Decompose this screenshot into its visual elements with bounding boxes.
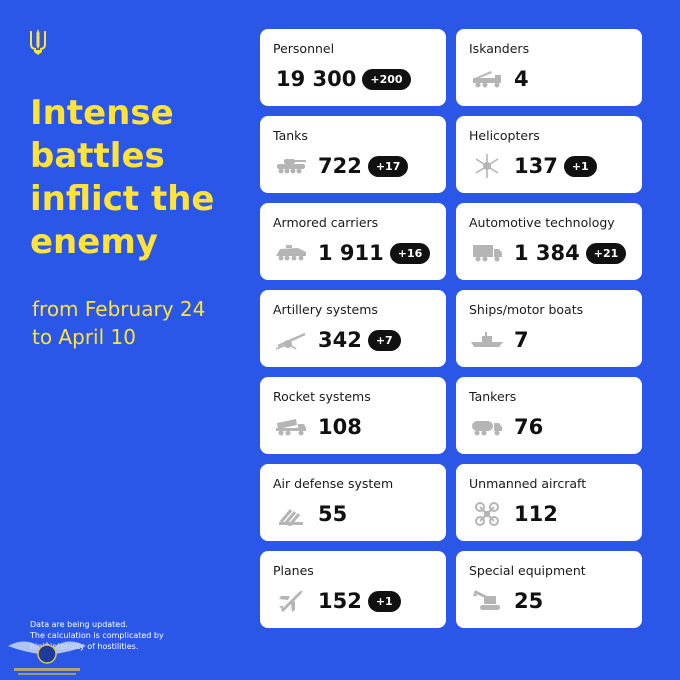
footnote-line: Data are being updated. [30, 620, 128, 629]
card-tankers: Tankers 76 [456, 377, 642, 454]
card-label: Artillery systems [273, 302, 378, 317]
card-row: 112 [470, 500, 558, 528]
plane-icon [274, 590, 308, 612]
delta-badge: +21 [585, 242, 627, 264]
card-label: Air defense system [273, 476, 394, 491]
card-value: 108 [318, 415, 362, 439]
card-row: 722 +17 [274, 152, 409, 180]
drone-icon [470, 502, 504, 526]
card-tanks: Tanks 722 +17 [260, 116, 446, 193]
card-row: 25 [470, 587, 543, 615]
card-row: 55 [274, 500, 347, 528]
air-defense-icon [274, 503, 308, 526]
card-value: 19 300 [276, 67, 357, 91]
card-value: 1 384 [514, 241, 580, 265]
card-value: 137 [514, 154, 558, 178]
trident-emblem-icon [30, 29, 46, 55]
rocket-launcher-icon [274, 416, 308, 438]
card-row: 7 [470, 326, 529, 354]
headline-line: Intense [30, 93, 174, 133]
card-air-defense-system: Air defense system 55 [260, 464, 446, 541]
card-armored-carriers: Armored carriers 1 911 +16 [260, 203, 446, 280]
card-label: Automotive technology [469, 215, 615, 230]
card-special-equipment: Special equipment 25 [456, 551, 642, 628]
card-value: 76 [514, 415, 544, 439]
card-helicopters: Helicopters 137 +1 [456, 116, 642, 193]
ship-icon [470, 329, 504, 351]
card-label: Tankers [469, 389, 517, 404]
watermark-logo [8, 641, 86, 675]
excavator-icon [470, 590, 504, 612]
card-iskanders: Iskanders 4 [456, 29, 642, 106]
card-personnel: Personnel 19 300 +200 [260, 29, 446, 106]
date-range-line: to April 10 [32, 325, 136, 349]
card-planes: Planes 152 +1 [260, 551, 446, 628]
card-value: 342 [318, 328, 362, 352]
card-rocket-systems: Rocket systems 108 [260, 377, 446, 454]
delta-badge: +17 [367, 155, 409, 177]
card-value: 4 [514, 67, 529, 91]
card-value: 152 [318, 589, 362, 613]
fuel-tanker-icon [470, 416, 504, 438]
armored-carrier-icon [274, 242, 308, 264]
delta-badge: +1 [367, 590, 401, 612]
card-ships-motor-boats: Ships/motor boats 7 [456, 290, 642, 367]
artillery-icon [274, 329, 308, 351]
card-row: 1 384 +21 [470, 239, 627, 267]
card-label: Iskanders [469, 41, 530, 56]
card-value: 25 [514, 589, 544, 613]
headline-line: enemy [30, 222, 158, 262]
card-row: 19 300 +200 [276, 65, 411, 93]
card-label: Armored carriers [273, 215, 379, 230]
card-label: Planes [273, 563, 314, 578]
card-label: Helicopters [469, 128, 540, 143]
date-range-line: from February 24 [32, 297, 206, 321]
truck-icon [470, 242, 504, 264]
card-row: 108 [274, 413, 362, 441]
card-label: Ships/motor boats [469, 302, 584, 317]
card-row: 4 [470, 65, 529, 93]
card-value: 55 [318, 502, 348, 526]
card-row: 152 +1 [274, 587, 401, 615]
card-row: 137 +1 [470, 152, 597, 180]
date-range: from February 24 to April 10 [32, 295, 247, 351]
delta-badge: +16 [389, 242, 431, 264]
card-value: 7 [514, 328, 529, 352]
card-value: 1 911 [318, 241, 384, 265]
card-automotive-technology: Automotive technology 1 384 +21 [456, 203, 642, 280]
delta-badge: +7 [367, 329, 401, 351]
card-label: Tanks [273, 128, 308, 143]
card-artillery-systems: Artillery systems 342 +7 [260, 290, 446, 367]
card-value: 112 [514, 502, 558, 526]
card-value: 722 [318, 154, 362, 178]
tank-icon [274, 155, 308, 177]
card-label: Personnel [273, 41, 335, 56]
card-row: 342 +7 [274, 326, 401, 354]
headline-line: inflict the [30, 179, 215, 219]
card-label: Rocket systems [273, 389, 371, 404]
headline-line: battles [30, 136, 165, 176]
card-label: Unmanned aircraft [469, 476, 587, 491]
headline: Intense battles inflict the enemy [30, 92, 245, 264]
card-row: 1 911 +16 [274, 239, 431, 267]
card-label: Special equipment [469, 563, 586, 578]
footnote-line: The calculation is complicated by [30, 631, 164, 640]
delta-badge: +1 [563, 155, 597, 177]
card-row: 76 [470, 413, 543, 441]
helicopter-icon [470, 154, 504, 178]
delta-badge: +200 [362, 68, 411, 90]
iskander-icon [470, 68, 504, 90]
card-unmanned-aircraft: Unmanned aircraft 112 [456, 464, 642, 541]
